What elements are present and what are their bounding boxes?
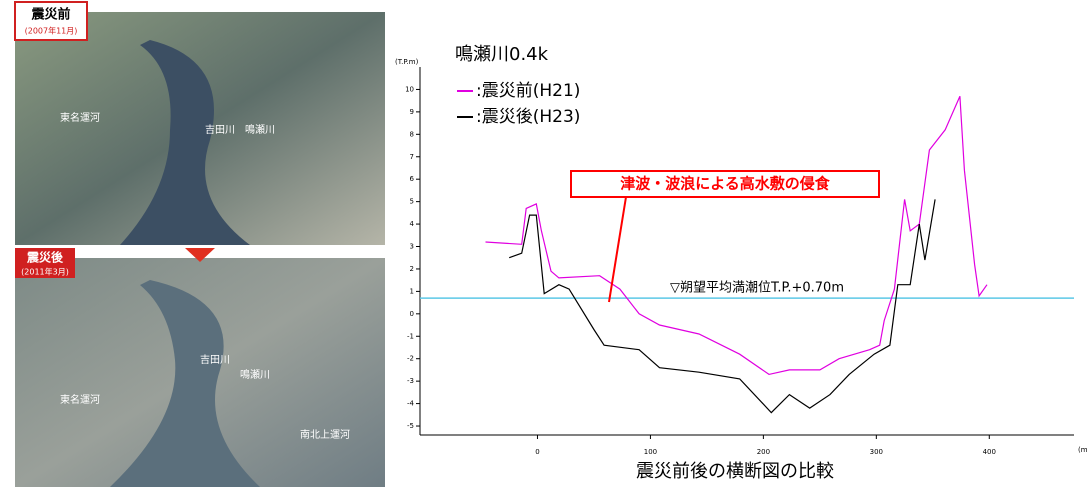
- river-shape: [120, 40, 250, 245]
- y-tick-label: 0: [410, 310, 414, 318]
- annotation: 津波・波浪による高水敷の侵食: [620, 175, 831, 193]
- reference-label: ▽朔望平均満潮位T.P.+0.70m: [670, 280, 844, 296]
- photo-date: (2011年3月): [21, 267, 69, 277]
- y-tick-label: 7: [410, 153, 414, 161]
- x-tick-label: 200: [757, 448, 770, 456]
- legend-label: :震災後(H23): [476, 107, 580, 127]
- y-tick-label: 8: [410, 130, 414, 138]
- place-label: 東名運河: [60, 393, 100, 406]
- caption: 震災前後の横断図の比較: [636, 461, 834, 482]
- chart-title: 鳴瀬川0.4k: [455, 44, 549, 65]
- photo-label: 震災後: [27, 250, 64, 265]
- photo-label: 震災前: [30, 7, 70, 23]
- y-tick-label: 3: [410, 243, 414, 251]
- y-tick-label: 1: [410, 287, 414, 295]
- y-tick-label: 6: [410, 175, 415, 183]
- annotation-box: [570, 170, 880, 198]
- series-line: [485, 95, 988, 376]
- x-tick-label: 0: [535, 448, 539, 456]
- annotation-pointer: [608, 196, 627, 303]
- place-label: 吉田川: [200, 354, 230, 366]
- series-line: [508, 199, 936, 414]
- y-tick-label: 9: [410, 108, 414, 116]
- label-box: [15, 248, 75, 278]
- y-tick-label: -4: [407, 400, 415, 408]
- legend-label: :震災前(H21): [476, 81, 580, 101]
- y-tick-label: 2: [410, 265, 414, 273]
- y-tick-label: -1: [407, 332, 414, 340]
- y-tick-label: 4: [410, 220, 415, 228]
- arrow: [185, 248, 215, 262]
- x-tick-label: 400: [983, 448, 996, 456]
- place-label: 吉田川: [205, 124, 235, 136]
- y-tick-label: -3: [407, 377, 414, 385]
- x-tick-label: 300: [870, 448, 883, 456]
- label-box: [14, 1, 88, 41]
- photo-date: (2007年11月): [25, 26, 78, 36]
- y-tick-label: 5: [410, 198, 414, 206]
- place-label: 鳴瀬川: [240, 368, 270, 381]
- river-shape: [110, 280, 260, 487]
- place-label: 南北上運河: [300, 428, 350, 441]
- place-label: 鳴瀬川: [245, 123, 275, 136]
- place-label: 東名運河: [60, 111, 100, 124]
- y-tick-label: -2: [407, 355, 414, 363]
- x-axis-label: (m: [1078, 446, 1088, 454]
- x-tick-label: 100: [644, 448, 657, 456]
- y-tick-label: 10: [405, 85, 414, 93]
- y-axis-label: (T.P.m): [395, 58, 419, 66]
- y-tick-label: -5: [407, 422, 414, 430]
